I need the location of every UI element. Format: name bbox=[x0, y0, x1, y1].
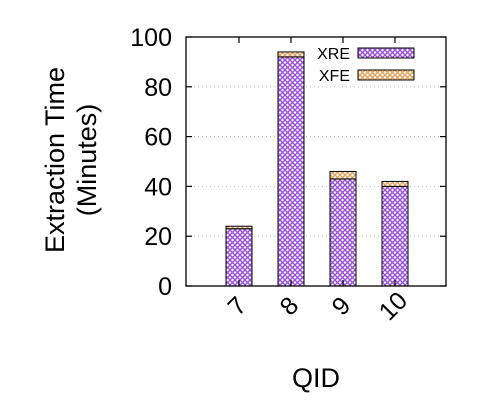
y-tick-label: 60 bbox=[144, 124, 172, 152]
x-axis-title: QID bbox=[292, 363, 340, 393]
x-tick-label: 10 bbox=[374, 287, 413, 326]
x-tick-label: 7 bbox=[223, 292, 253, 322]
bar-xfe-qid-9 bbox=[329, 170, 357, 180]
bar-xfe-qid-7 bbox=[225, 225, 253, 230]
y-axis-ticks: 0 20 40 60 80 100 bbox=[130, 24, 446, 301]
y-tick-label: 80 bbox=[144, 74, 172, 102]
plot-frame bbox=[185, 36, 447, 287]
y-tick-label: 100 bbox=[130, 24, 172, 52]
y-tick-label: 0 bbox=[158, 273, 172, 301]
y-tick-label: 20 bbox=[144, 223, 172, 251]
legend: XRE XFE bbox=[317, 46, 415, 85]
bar-xre-qid-10 bbox=[381, 185, 409, 287]
legend-label-xfe: XFE bbox=[319, 68, 350, 85]
y-axis-title-line2: (Minutes) bbox=[72, 104, 102, 217]
y-tick-label: 40 bbox=[144, 173, 172, 201]
bar-xre-qid-8 bbox=[277, 56, 305, 287]
bar-xre-qid-7 bbox=[225, 228, 253, 287]
bar-xfe-qid-10 bbox=[381, 180, 409, 187]
bar-xre-qid-9 bbox=[329, 178, 357, 287]
bar-xfe-qid-8 bbox=[277, 51, 305, 58]
x-tick-label: 9 bbox=[327, 292, 357, 322]
x-tick-label: 8 bbox=[275, 292, 305, 322]
bars bbox=[225, 51, 409, 287]
legend-swatch-xfe bbox=[357, 69, 415, 81]
legend-label-xre: XRE bbox=[317, 46, 350, 63]
y-axis-title-line1: Extraction Time bbox=[40, 67, 70, 253]
legend-swatch-xre bbox=[357, 47, 415, 59]
